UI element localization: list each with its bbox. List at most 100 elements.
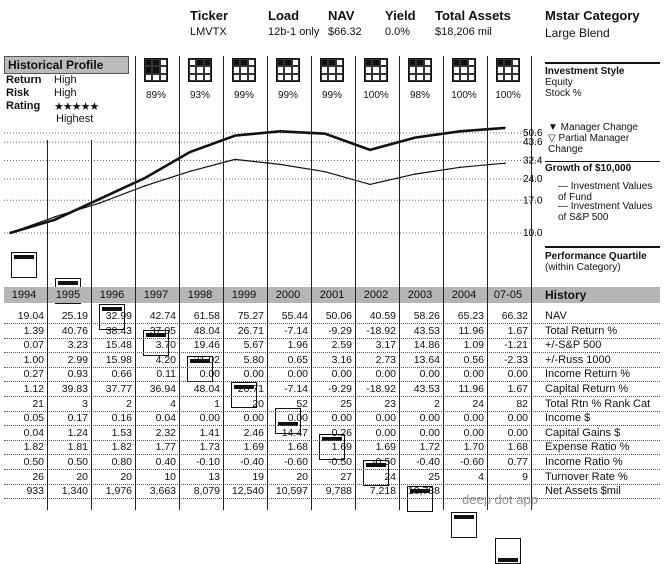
style-box-icon <box>188 58 212 82</box>
table-cell: 21 <box>32 397 44 410</box>
history-bar <box>4 287 660 303</box>
table-cell: 3.16 <box>331 353 352 366</box>
table-cell: 1.69 <box>243 441 264 454</box>
sp500-point <box>9 232 11 234</box>
year-label: 1994 <box>11 289 37 301</box>
table-cell: -0.10 <box>196 456 220 468</box>
table-cell: 40.76 <box>61 324 88 337</box>
fund-point <box>234 134 236 137</box>
rating-label: Rating <box>6 100 41 112</box>
sp500-point <box>459 166 461 169</box>
table-cell: 65.23 <box>457 310 484 322</box>
table-cell: 61.58 <box>193 310 220 322</box>
row-label: Income Return % <box>545 368 630 381</box>
table-cell: -18.92 <box>366 383 396 395</box>
table-cell: 0.65 <box>287 353 308 366</box>
y-tick-label: 32.4 <box>523 155 543 166</box>
y-tick-label: 10.0 <box>523 228 543 239</box>
table-cell: 2.99 <box>67 353 88 366</box>
column-separator <box>135 56 136 510</box>
table-cell: 0.00 <box>507 426 528 439</box>
style-box-icon <box>364 58 388 82</box>
table-cell: 1.96 <box>287 339 308 352</box>
table-cell: 15.98 <box>105 353 132 366</box>
sp500-point <box>324 170 326 173</box>
table-cell: 10,597 <box>275 485 308 498</box>
column-separator <box>443 56 444 510</box>
risk-label: Risk <box>6 87 30 99</box>
table-cell: 0.77 <box>507 456 528 468</box>
table-cell: 39.83 <box>61 383 88 395</box>
row-divider <box>4 352 660 354</box>
performance-quartile-subtitle: (within Category) <box>545 262 621 273</box>
history-title: History <box>545 288 587 302</box>
table-cell: 37.77 <box>105 383 132 395</box>
table-cell: 1.68 <box>507 441 528 454</box>
table-cell: 42.74 <box>149 310 176 322</box>
rating-stars-icon: ★★★★★ <box>54 101 99 113</box>
row-label: NAV <box>545 310 567 322</box>
performance-quartile-title: Performance Quartile <box>545 251 647 262</box>
column-separator <box>267 56 268 510</box>
table-cell: 27 <box>340 470 352 483</box>
stock-percent: 93% <box>189 90 210 101</box>
return-label: Return <box>6 74 42 86</box>
table-cell: 3.23 <box>67 339 88 352</box>
load-label: Load <box>268 8 300 23</box>
table-cell: 0.00 <box>199 412 220 425</box>
table-cell: -0.50 <box>372 456 396 468</box>
quartile-box-icon <box>99 304 125 330</box>
year-label: 2002 <box>363 289 389 301</box>
table-cell: 24 <box>384 470 396 483</box>
growth-chart: 50.643.6 32.4 24.0 17.0 10.0 <box>4 126 543 239</box>
table-cell: 1.67 <box>507 324 528 337</box>
nav-value: $66.32 <box>328 26 362 38</box>
table-cell: 5.67 <box>243 339 264 352</box>
fund-point <box>324 132 326 135</box>
assets-value: $18,206 mil <box>435 26 492 38</box>
table-cell: 0.27 <box>23 368 44 381</box>
year-label: 2000 <box>275 289 301 301</box>
table-cell: 0.00 <box>463 426 484 439</box>
style-box-icon <box>144 58 168 82</box>
category-value: Large Blend <box>545 26 610 40</box>
style-box-icon <box>496 58 520 82</box>
table-cell: 43.53 <box>413 383 440 395</box>
year-label: 1996 <box>99 289 125 301</box>
table-cell: 75.27 <box>237 310 264 322</box>
table-cell: 11.96 <box>458 324 485 337</box>
table-cell: 0.00 <box>419 426 440 439</box>
stock-percent: 89% <box>145 90 166 101</box>
table-cell: 4.20 <box>155 353 176 366</box>
table-cell: 0.50 <box>23 456 44 468</box>
quartile-box-icon <box>319 434 345 460</box>
table-cell: 1.41 <box>199 426 220 439</box>
fund-line <box>9 126 506 235</box>
table-cell: 1.77 <box>155 441 176 454</box>
row-divider <box>4 337 660 339</box>
quartile-box-icon <box>11 252 37 278</box>
row-label: Capital Return % <box>545 383 629 395</box>
table-cell: 1.69 <box>331 441 352 454</box>
table-cell: 20 <box>120 470 132 483</box>
table-cell: 11.96 <box>458 383 485 395</box>
table-cell: 20 <box>252 397 264 410</box>
quartile-box-icon <box>275 408 301 434</box>
row-label: Total Return % <box>545 324 618 337</box>
table-cell: 9 <box>522 470 528 483</box>
table-cell: 0.00 <box>375 426 396 439</box>
table-cell: 26.71 <box>237 324 264 337</box>
table-cell: 1.70 <box>463 441 484 454</box>
row-label: Income $ <box>545 412 591 425</box>
historical-profile: Historical Profile Return High Risk High R… <box>4 56 129 134</box>
table-cell: -7.14 <box>284 383 308 395</box>
table-cell: 20 <box>296 470 308 483</box>
table-cell: 0.93 <box>67 368 88 381</box>
stock-percent: 98% <box>409 90 430 101</box>
table-cell: 0.00 <box>463 412 484 425</box>
table-cell: 48.04 <box>193 383 220 395</box>
table-cell: 7,218 <box>369 485 396 498</box>
nav-label: NAV <box>328 8 355 23</box>
table-cell: 2.73 <box>375 353 396 366</box>
rating-text: Highest <box>56 113 94 125</box>
